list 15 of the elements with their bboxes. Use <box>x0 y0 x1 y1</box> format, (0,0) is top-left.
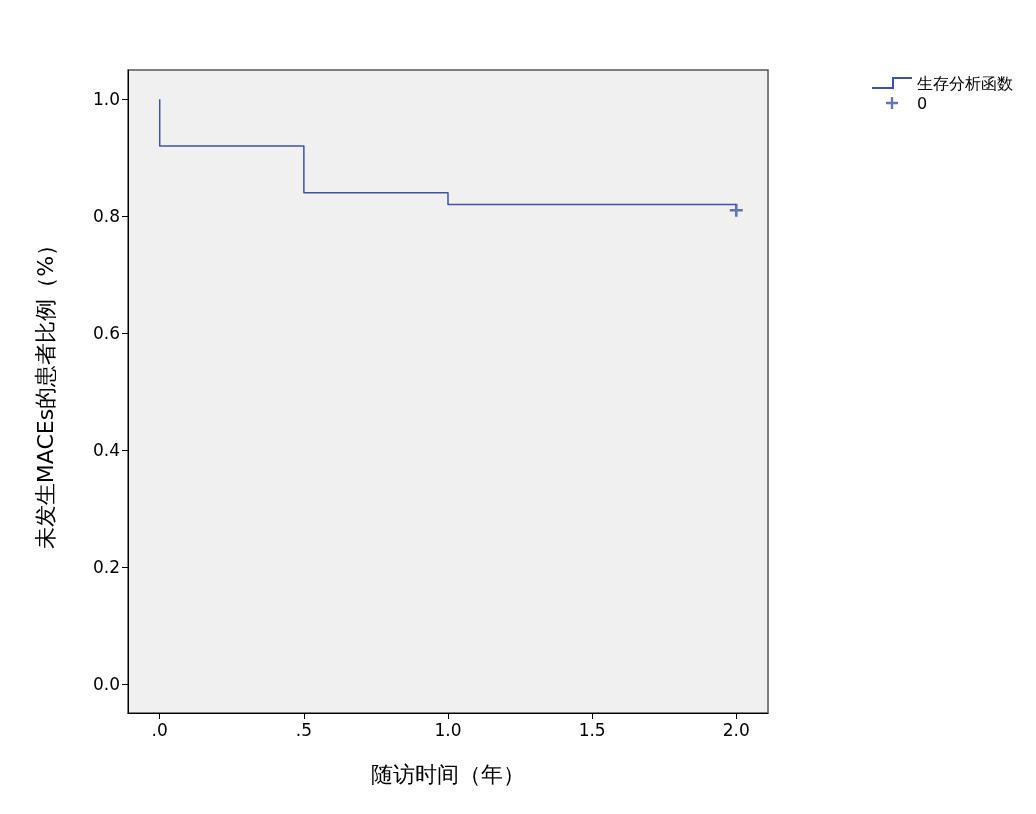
y-tick-label: 1.0 <box>92 89 120 110</box>
y-tick-label: 0.8 <box>92 206 120 227</box>
x-tick-label: 2.0 <box>722 719 750 740</box>
x-tick-label: 1.0 <box>434 719 462 740</box>
y-tick-label: 0.0 <box>92 673 120 694</box>
y-axis-title: 未发生MACEs的患者比例（%） <box>32 233 58 550</box>
x-tick-label: .0 <box>151 719 168 740</box>
x-tick-label: 1.5 <box>578 719 606 740</box>
y-tick-label: 0.4 <box>92 439 120 460</box>
legend-label: 0 <box>917 93 928 113</box>
x-tick-label: .5 <box>295 719 312 740</box>
x-axis-title: 随访时间（年） <box>371 761 525 787</box>
y-tick-label: 0.6 <box>92 323 120 344</box>
legend-label: 生存分析函数 <box>917 73 1013 93</box>
y-tick-label: 0.2 <box>92 556 120 577</box>
